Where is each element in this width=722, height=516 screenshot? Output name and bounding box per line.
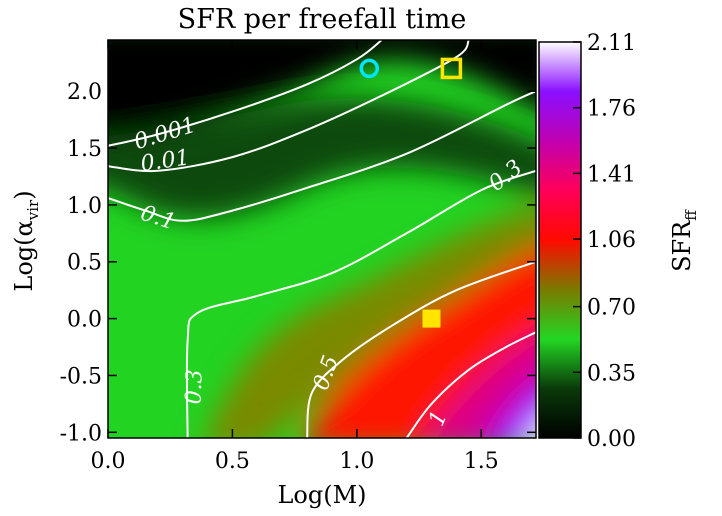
y-axis: -1.0 -0.5 0.0 0.5 1.0 1.5 2.0 — [60, 80, 536, 446]
colorbar-tick-label: 0.70 — [587, 296, 636, 321]
chart-title: SFR per freefall time — [178, 4, 467, 35]
contour-line-0.001 — [108, 40, 383, 147]
colorbar-tick-label: 1.41 — [587, 162, 636, 187]
contour-lines — [108, 40, 536, 438]
colorbar-label-base: SFR — [668, 220, 696, 272]
y-tick-label: 1.5 — [67, 137, 102, 162]
colorbar — [538, 41, 582, 439]
x-tick-label: 0.5 — [215, 449, 250, 474]
colorbar-tick-label: 1.06 — [587, 228, 636, 253]
marker-open-square — [440, 57, 463, 80]
contour-label: 0.3 — [181, 369, 207, 405]
y-axis-label-base: Log(α — [10, 220, 38, 291]
data-markers — [359, 57, 463, 328]
contour-line-0.3 — [185, 169, 536, 438]
y-tick-label: 0.5 — [67, 251, 102, 276]
contour-line-0.01 — [108, 40, 470, 173]
x-tick-label: 1.0 — [339, 449, 374, 474]
contour-line-1 — [405, 331, 536, 438]
colorbar-label: SFRff — [668, 209, 700, 272]
marker-open-circle — [359, 58, 380, 79]
colorbar-tick-label: 2.11 — [587, 31, 636, 56]
colorbar-ticks: 0.00 0.35 0.70 1.06 1.41 1.76 2.11 — [573, 31, 636, 452]
y-tick-label: -0.5 — [60, 364, 102, 389]
plot-frame — [107, 39, 537, 439]
y-tick-label: 0.0 — [67, 308, 102, 333]
x-axis: 0.0 0.5 1.0 1.5 — [91, 40, 499, 474]
contour-line-0.1 — [108, 90, 536, 222]
marker-filled-square — [422, 309, 441, 328]
heatmap-darkgreen-band — [108, 98, 536, 219]
colorbar-label-sub: ff — [682, 209, 700, 221]
colorbar-tick-label: 0.35 — [587, 361, 636, 386]
y-tick-label: 2.0 — [67, 80, 102, 105]
y-tick-label: 1.0 — [67, 194, 102, 219]
heatmap-white-corner — [526, 424, 536, 438]
heatmap-olive-band — [205, 206, 536, 438]
heatmap-violet-region — [488, 383, 536, 438]
colorbar-tick-label: 0.00 — [587, 427, 636, 452]
colorbar-tick-label: 1.76 — [587, 97, 636, 122]
x-tick-label: 0.0 — [91, 449, 126, 474]
heatmap-shading — [108, 40, 536, 438]
contour-line-0.5 — [306, 260, 536, 438]
x-tick-label: 1.5 — [464, 449, 499, 474]
heatmap-dark-region — [108, 40, 536, 136]
y-axis-label-sub: vir — [24, 199, 42, 221]
y-tick-label: -1.0 — [60, 421, 102, 446]
x-axis-label: Log(M) — [277, 481, 366, 509]
y-axis-label-close: ) — [10, 190, 38, 199]
y-axis-label: Log(αvir) — [10, 190, 42, 291]
